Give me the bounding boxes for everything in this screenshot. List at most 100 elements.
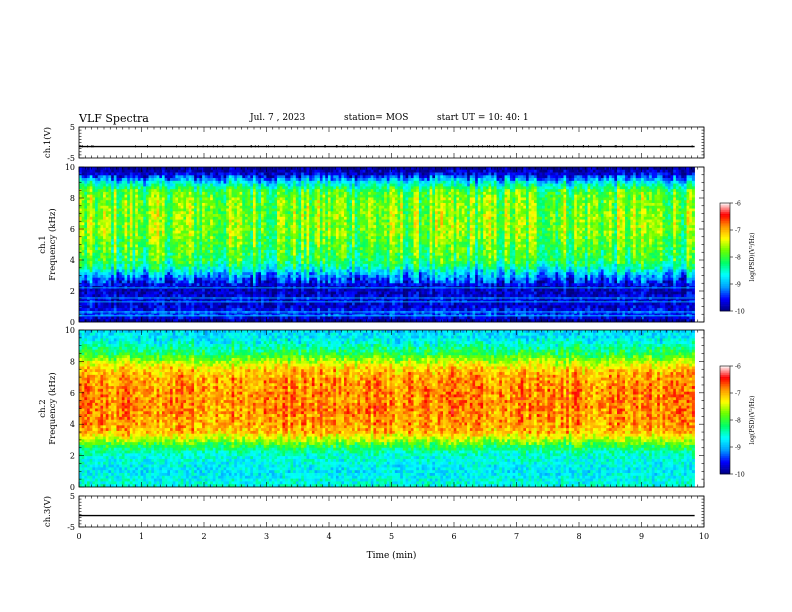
- spectrogram-cell: [229, 239, 232, 242]
- spectrogram-cell: [108, 236, 111, 239]
- spectrogram-cell: [173, 170, 176, 173]
- spectrogram-cell: [103, 181, 106, 184]
- spectrogram-cell: [245, 200, 248, 203]
- spectrogram-cell: [116, 275, 119, 278]
- spectrogram-cell: [250, 214, 253, 217]
- spectrogram-cell: [269, 294, 272, 297]
- spectrogram-cell: [194, 275, 197, 278]
- spectrogram-cell: [240, 272, 243, 275]
- spectrogram-cell: [114, 253, 117, 256]
- spectrogram-cell: [82, 178, 85, 181]
- spectrogram-cell: [133, 189, 136, 192]
- spectrogram-cell: [154, 242, 157, 245]
- spectrogram-cell: [186, 228, 189, 231]
- spectrogram-cell: [162, 316, 165, 319]
- spectrogram-cell: [127, 206, 130, 209]
- spectrogram-cell: [205, 217, 208, 220]
- spectrogram-cell: [253, 209, 256, 212]
- spectrogram-cell: [135, 258, 138, 261]
- spectrogram-cell: [162, 280, 165, 283]
- spectrogram-cell: [285, 256, 288, 259]
- spectrogram-cell: [175, 231, 178, 234]
- spectrogram-cell: [135, 269, 138, 272]
- spectrogram-cell: [122, 167, 125, 170]
- spectrogram-cell: [100, 253, 103, 256]
- spectrogram-cell: [116, 175, 119, 178]
- spectrogram-cell: [183, 214, 186, 217]
- spectrogram-cell: [266, 178, 269, 181]
- spectrogram-cell: [133, 181, 136, 184]
- spectrogram-cell: [122, 206, 125, 209]
- spectrogram-cell: [210, 245, 213, 248]
- spectrogram-cell: [221, 311, 224, 314]
- spectrogram-cell: [130, 267, 133, 270]
- spectrogram-cell: [240, 305, 243, 308]
- spectrogram-cell: [138, 245, 141, 248]
- spectrogram-cell: [130, 245, 133, 248]
- spectrogram-cell: [154, 228, 157, 231]
- spectrogram-cell: [256, 167, 259, 170]
- spectrogram-cell: [261, 250, 264, 253]
- spectrogram-cell: [125, 239, 128, 242]
- spectrogram-cell: [202, 264, 205, 267]
- spectrogram-cell: [146, 267, 149, 270]
- spectrogram-cell: [199, 233, 202, 236]
- spectrogram-cell: [242, 228, 245, 231]
- spectrogram-cell: [266, 250, 269, 253]
- spectrogram-cell: [224, 294, 227, 297]
- spectrogram-cell: [250, 192, 253, 195]
- spectrogram-cell: [250, 253, 253, 256]
- spectrogram-cell: [157, 181, 160, 184]
- spectrogram-cell: [119, 253, 122, 256]
- spectrogram-cell: [264, 264, 267, 267]
- spectrogram-cell: [114, 311, 117, 314]
- spectrogram-cell: [213, 311, 216, 314]
- spectrogram-cell: [170, 222, 173, 225]
- spectrogram-cell: [133, 269, 136, 272]
- spectrogram-cell: [258, 214, 261, 217]
- spectrogram-cell: [165, 220, 168, 223]
- spectrogram-cell: [274, 233, 277, 236]
- spectrogram-cell: [103, 292, 106, 295]
- spectrogram-cell: [79, 311, 82, 314]
- x-tick-label: 1: [139, 532, 144, 541]
- spectrogram-cell: [194, 189, 197, 192]
- spectrogram-cell: [116, 256, 119, 259]
- spectrogram-cell: [237, 297, 240, 300]
- spectrogram-cell: [202, 267, 205, 270]
- spectrogram-cell: [205, 170, 208, 173]
- spectrogram-cell: [232, 173, 235, 176]
- spectrogram-cell: [277, 305, 280, 308]
- spectrogram-cell: [165, 264, 168, 267]
- spectrogram-cell: [264, 275, 267, 278]
- spectrogram-cell: [165, 200, 168, 203]
- spectrogram-cell: [92, 228, 95, 231]
- spectrogram-cell: [95, 253, 98, 256]
- spectrogram-cell: [285, 178, 288, 181]
- spectrogram-cell: [245, 275, 248, 278]
- spectrogram-cell: [178, 311, 181, 314]
- spectrogram-cell: [240, 178, 243, 181]
- spectrogram-cell: [218, 314, 221, 317]
- spectrogram-cell: [157, 233, 160, 236]
- spectrogram-cell: [87, 253, 90, 256]
- spectrogram-cell: [157, 300, 160, 303]
- spectrogram-cell: [116, 305, 119, 308]
- spectrogram-cell: [151, 316, 154, 319]
- spectrogram-cell: [125, 195, 128, 198]
- spectrogram-cell: [173, 278, 176, 281]
- spectrogram-cell: [183, 189, 186, 192]
- spectrogram-cell: [191, 316, 194, 319]
- spectrogram-cell: [216, 242, 219, 245]
- spectrogram-cell: [277, 233, 280, 236]
- spectrogram-cell: [237, 256, 240, 259]
- spectrogram-cell: [162, 211, 165, 214]
- spectrogram-cell: [240, 283, 243, 286]
- spectrogram-cell: [127, 214, 130, 217]
- spectrogram-cell: [285, 264, 288, 267]
- spectrogram-cell: [165, 236, 168, 239]
- spectrogram-cell: [133, 192, 136, 195]
- spectrogram-cell: [191, 236, 194, 239]
- spectrogram-cell: [119, 283, 122, 286]
- spectrogram-cell: [237, 294, 240, 297]
